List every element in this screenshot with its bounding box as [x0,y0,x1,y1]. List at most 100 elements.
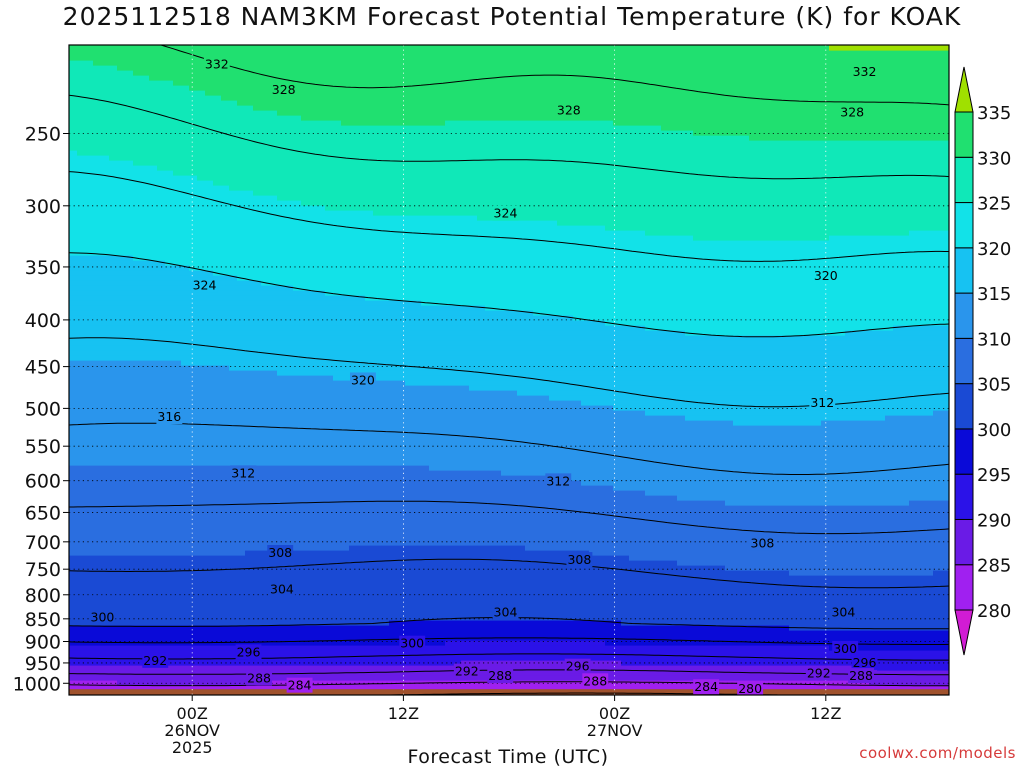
contour-cell [157,275,166,281]
contour-cell [101,370,110,376]
contour-cell [229,515,238,521]
contour-cell [77,60,86,66]
contour-cell [293,645,302,651]
contour-cell [93,85,102,91]
contour-cell [221,145,230,151]
contour-cell [117,550,126,556]
contour-cell [269,425,278,431]
contour-cell [277,435,286,441]
contour-cell [293,660,302,666]
contour-cell [261,385,270,391]
contour-cell [205,85,214,91]
contour-cell [189,200,198,206]
contour-cell [325,515,334,521]
contour-cell [173,165,182,171]
contour-cell [325,100,334,106]
contour-cell [253,130,262,136]
contour-cell [69,125,78,131]
contour-cell [333,665,342,671]
contour-cell [109,630,118,636]
contour-cell [117,555,126,561]
contour-cell [205,455,214,461]
contour-cell [205,410,214,416]
contour-cell [141,225,150,231]
contour-cell [133,140,142,146]
contour-cell [157,220,166,226]
contour-cell [101,115,110,121]
contour-cell [109,215,118,221]
contour-cell [205,295,214,301]
contour-cell [205,90,214,96]
contour-cell [229,290,238,296]
contour-cell [349,210,358,216]
contour-cell [85,280,94,286]
contour-cell [253,260,262,266]
contour-cell [269,660,278,666]
contour-cell [77,420,86,426]
contour-cell [165,485,174,491]
contour-cell [197,175,206,181]
contour-cell [325,145,334,151]
contour-cell [165,570,174,576]
contour-cell [357,465,366,471]
contour-cell [125,90,134,96]
contour-cell [349,100,358,106]
contour-cell [205,405,214,411]
contour-cell [77,630,86,636]
contour-cell [293,140,302,146]
contour-cell [213,465,222,471]
contour-cell [213,545,222,551]
contour-cell [125,195,134,201]
contour-cell [125,680,134,686]
contour-cell [293,245,302,251]
contour-cell [133,225,142,231]
contour-cell [365,340,374,346]
contour-cell [101,330,110,336]
contour-cell [101,605,110,611]
contour-cell [93,400,102,406]
contour-cell [373,450,382,456]
contour-cell [325,305,334,311]
contour-cell [333,345,342,351]
contour-cell [309,470,318,476]
contour-cell [117,400,126,406]
contour-cell [149,295,158,301]
contour-cell [181,250,190,256]
contour-cell [253,555,262,561]
contour-cell [229,110,238,116]
contour-cell [93,290,102,296]
contour-cell [125,645,134,651]
contour-cell [93,275,102,281]
contour-cell [325,85,334,91]
contour-cell [85,585,94,591]
contour-cell [165,215,174,221]
contour-cell [341,645,350,651]
contour-cell [205,45,214,51]
contour-cell [333,540,342,546]
contour-cell [157,365,166,371]
contour-cell [365,195,374,201]
contour-cell [261,540,270,546]
contour-cell [269,95,278,101]
contour-cell [69,500,78,506]
contour-cell [117,445,126,451]
contour-cell [205,200,214,206]
contour-cell [141,460,150,466]
contour-cell [301,490,310,496]
contour-cell [341,90,350,96]
contour-cell [157,265,166,271]
contour-cell [237,450,246,456]
contour-cell [285,75,294,81]
contour-cell [109,105,118,111]
contour-cell [173,255,182,261]
contour-cell [101,90,110,96]
contour-cell [293,410,302,416]
contour-cell [85,590,94,596]
contour-cell [181,390,190,396]
contour-cell [221,135,230,141]
contour-cell [357,330,366,336]
contour-cell [149,410,158,416]
contour-cell [109,465,118,471]
contour-cell [93,675,102,681]
contour-cell [221,505,230,511]
